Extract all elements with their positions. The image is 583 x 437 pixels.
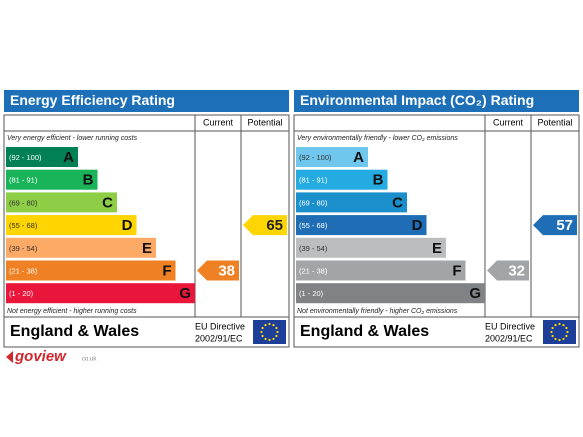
band-range: (92 - 100) bbox=[299, 153, 332, 162]
logo-suffix: co.uk bbox=[82, 357, 97, 363]
eu-star bbox=[565, 326, 568, 330]
band-letter: E bbox=[142, 240, 152, 257]
rating-panel: Environmental Impact (CO₂) Rating Current… bbox=[293, 90, 580, 348]
bottom-note: Not environmentally friendly - higher CO… bbox=[297, 308, 458, 315]
title-bar bbox=[4, 90, 289, 112]
rating-arrow bbox=[533, 215, 577, 236]
rating-value: 57 bbox=[556, 217, 573, 234]
rating-band bbox=[296, 215, 427, 236]
eu-star bbox=[558, 322, 561, 326]
eu-star bbox=[261, 326, 264, 330]
rating-band bbox=[6, 147, 78, 167]
band-range: (81 - 91) bbox=[299, 176, 328, 185]
band-letter: G bbox=[179, 285, 191, 302]
rating-arrow bbox=[197, 260, 239, 281]
band-letter: A bbox=[63, 149, 74, 166]
top-note: Very energy efficient - lower running co… bbox=[7, 135, 138, 142]
logo-icon bbox=[6, 351, 13, 363]
band-range: (39 - 54) bbox=[9, 244, 38, 253]
rating-band bbox=[6, 192, 117, 213]
band-letter: B bbox=[373, 172, 384, 189]
band-letter: G bbox=[469, 285, 481, 302]
eu-star bbox=[275, 326, 278, 330]
column-label: Potential bbox=[247, 117, 282, 127]
rating-arrow bbox=[487, 260, 529, 281]
directive-line: 2002/91/EC bbox=[195, 333, 243, 343]
panel-title: Energy Efficiency Rating bbox=[10, 92, 175, 108]
bottom-note: Not energy efficient - higher running co… bbox=[7, 308, 137, 315]
band-range: (55 - 68) bbox=[299, 221, 328, 230]
eu-star bbox=[272, 323, 275, 327]
eu-star bbox=[551, 334, 554, 338]
eu-star bbox=[558, 338, 561, 342]
rating-band bbox=[6, 237, 156, 258]
band-letter: D bbox=[412, 217, 423, 234]
eu-star bbox=[562, 337, 565, 341]
band-letter: B bbox=[83, 172, 94, 189]
rating-band bbox=[6, 260, 176, 281]
eu-star bbox=[268, 322, 271, 326]
band-range: (69 - 80) bbox=[9, 198, 38, 207]
region-label: England & Wales bbox=[10, 323, 139, 340]
band-letter: A bbox=[353, 149, 364, 166]
band-range: (69 - 80) bbox=[299, 198, 328, 207]
band-range: (92 - 100) bbox=[9, 153, 42, 162]
column-label: Potential bbox=[537, 117, 572, 127]
rating-band bbox=[6, 215, 137, 236]
eu-star bbox=[275, 334, 278, 338]
rating-arrow bbox=[243, 215, 287, 236]
band-letter: F bbox=[162, 262, 171, 279]
eu-star bbox=[554, 337, 557, 341]
band-range: (1 - 20) bbox=[9, 289, 34, 298]
eu-star bbox=[565, 334, 568, 338]
rating-band bbox=[296, 283, 485, 304]
eu-star bbox=[260, 330, 263, 334]
logo-text: goview bbox=[14, 348, 67, 365]
column-label: Current bbox=[493, 117, 524, 127]
directive-line: EU Directive bbox=[485, 321, 535, 331]
band-range: (55 - 68) bbox=[9, 221, 38, 230]
top-note: Very environmentally friendly - lower CO… bbox=[297, 135, 458, 142]
rating-band bbox=[6, 283, 195, 304]
band-letter: C bbox=[102, 194, 113, 211]
rating-band bbox=[296, 260, 466, 281]
eu-star bbox=[264, 323, 267, 327]
band-range: (81 - 91) bbox=[9, 176, 38, 185]
eu-star bbox=[268, 338, 271, 342]
rating-band bbox=[296, 147, 368, 167]
panel-title: Environmental Impact (CO₂) Rating bbox=[300, 92, 534, 108]
title-bar bbox=[294, 90, 579, 112]
eu-star bbox=[264, 337, 267, 341]
eu-star bbox=[261, 334, 264, 338]
column-label: Current bbox=[203, 117, 234, 127]
eu-star bbox=[562, 323, 565, 327]
rating-value: 65 bbox=[266, 217, 283, 234]
band-letter: D bbox=[122, 217, 133, 234]
eu-star bbox=[550, 330, 553, 334]
eu-star bbox=[276, 330, 279, 334]
eu-star bbox=[551, 326, 554, 330]
eu-star bbox=[554, 323, 557, 327]
region-label: England & Wales bbox=[300, 323, 429, 340]
eu-star bbox=[566, 330, 569, 334]
rating-band bbox=[296, 237, 446, 258]
band-range: (21 - 38) bbox=[9, 266, 38, 275]
rating-value: 38 bbox=[218, 262, 235, 279]
directive-line: 2002/91/EC bbox=[485, 333, 533, 343]
rating-band bbox=[6, 169, 98, 190]
rating-band bbox=[296, 192, 407, 213]
band-range: (39 - 54) bbox=[299, 244, 328, 253]
band-range: (1 - 20) bbox=[299, 289, 324, 298]
eu-star bbox=[272, 337, 275, 341]
directive-line: EU Directive bbox=[195, 321, 245, 331]
rating-value: 32 bbox=[508, 262, 525, 279]
band-letter: E bbox=[432, 240, 442, 257]
band-letter: C bbox=[392, 194, 403, 211]
rating-band bbox=[296, 169, 388, 190]
rating-panel: Energy Efficiency Rating Current Potential… bbox=[3, 90, 290, 348]
band-letter: F bbox=[452, 262, 461, 279]
band-range: (21 - 38) bbox=[299, 266, 328, 275]
